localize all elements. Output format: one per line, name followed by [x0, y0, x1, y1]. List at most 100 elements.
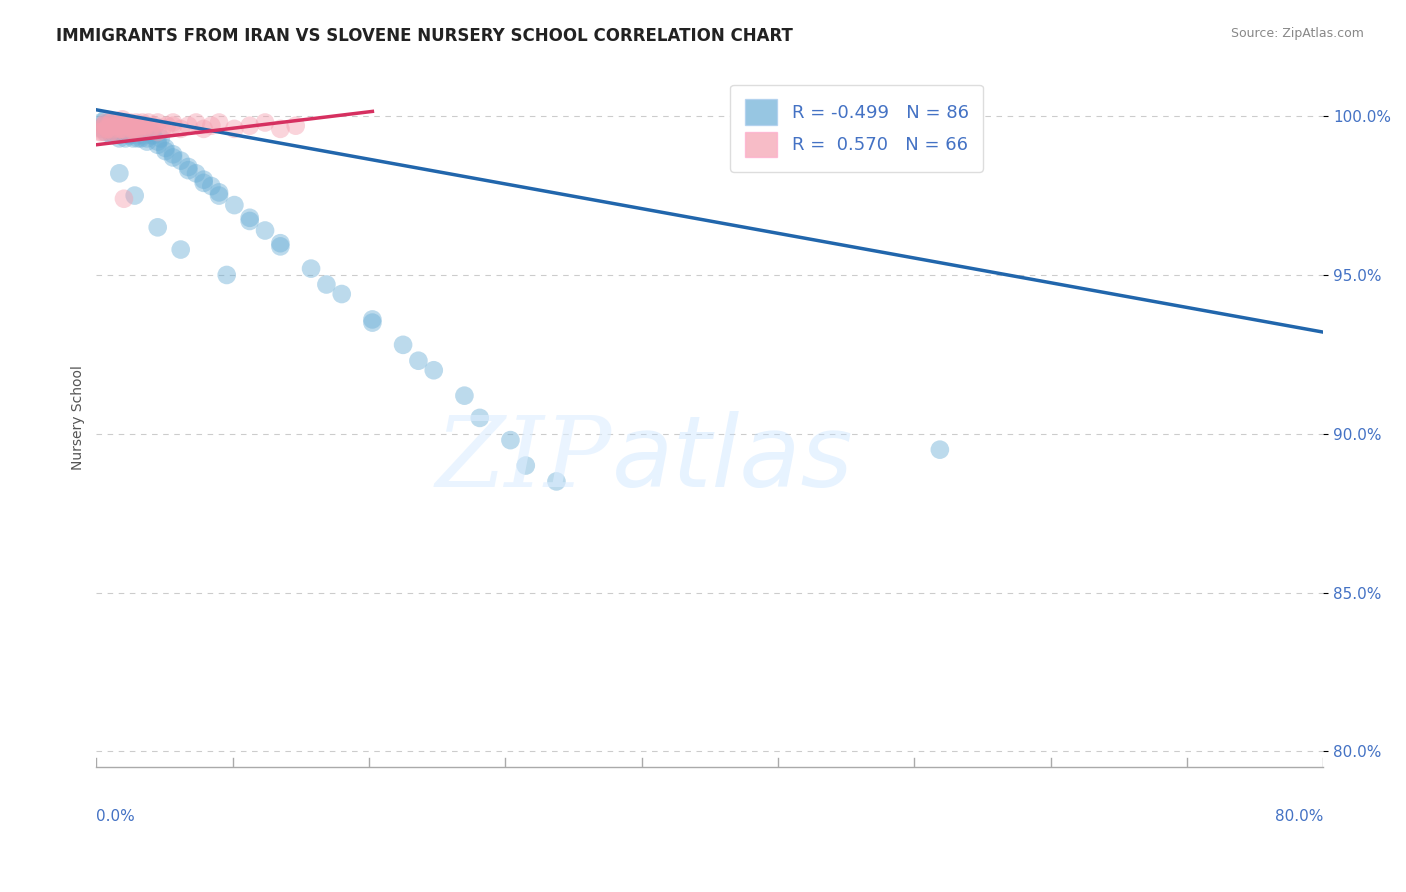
- Point: [177, 163, 200, 178]
- Point: [93, 119, 115, 133]
- Point: [93, 125, 115, 139]
- Text: atlas: atlas: [612, 411, 853, 508]
- Point: [110, 119, 132, 133]
- Point: [224, 198, 246, 212]
- Point: [104, 121, 127, 136]
- Point: [110, 121, 132, 136]
- Point: [149, 131, 172, 145]
- Legend: R = -0.499   N = 86, R =  0.570   N = 66: R = -0.499 N = 86, R = 0.570 N = 66: [730, 85, 983, 172]
- Point: [114, 115, 136, 129]
- Point: [100, 115, 122, 129]
- Point: [121, 121, 143, 136]
- Text: Source: ZipAtlas.com: Source: ZipAtlas.com: [1230, 27, 1364, 40]
- Point: [112, 121, 135, 136]
- Point: [127, 121, 149, 136]
- Point: [131, 125, 153, 139]
- Point: [239, 214, 262, 228]
- Point: [139, 121, 162, 136]
- Point: [515, 458, 537, 473]
- Point: [200, 179, 222, 194]
- Point: [156, 119, 179, 133]
- Point: [177, 160, 200, 174]
- Point: [108, 166, 131, 180]
- Point: [100, 128, 122, 143]
- Point: [146, 125, 169, 139]
- Point: [90, 125, 112, 139]
- Point: [193, 172, 215, 186]
- Point: [112, 192, 135, 206]
- Point: [215, 268, 238, 282]
- Point: [98, 125, 121, 139]
- Point: [122, 121, 145, 136]
- Point: [193, 121, 215, 136]
- Point: [117, 125, 139, 139]
- Point: [115, 119, 138, 133]
- Point: [127, 128, 149, 143]
- Point: [111, 115, 134, 129]
- Point: [91, 119, 114, 133]
- Point: [103, 125, 125, 139]
- Point: [97, 121, 120, 136]
- Point: [141, 128, 163, 143]
- Point: [254, 223, 277, 237]
- Point: [94, 119, 117, 133]
- Point: [120, 128, 142, 143]
- Point: [96, 121, 118, 136]
- Point: [107, 119, 129, 133]
- Point: [131, 125, 153, 139]
- Point: [124, 188, 146, 202]
- Point: [111, 121, 134, 136]
- Point: [361, 316, 384, 330]
- Point: [107, 119, 129, 133]
- Point: [423, 363, 446, 377]
- Point: [408, 353, 430, 368]
- Point: [90, 115, 112, 129]
- Point: [111, 112, 134, 127]
- Point: [170, 243, 193, 257]
- Point: [141, 121, 163, 136]
- Point: [96, 121, 118, 136]
- Point: [89, 125, 111, 139]
- Point: [155, 141, 177, 155]
- Point: [97, 119, 120, 133]
- Point: [208, 186, 231, 200]
- Point: [122, 121, 145, 136]
- Point: [129, 131, 152, 145]
- Text: ZIP: ZIP: [436, 412, 612, 508]
- Point: [118, 119, 141, 133]
- Point: [94, 115, 117, 129]
- Point: [97, 119, 120, 133]
- Point: [184, 115, 207, 129]
- Point: [155, 144, 177, 158]
- Point: [284, 119, 307, 133]
- Point: [184, 166, 207, 180]
- Text: IMMIGRANTS FROM IRAN VS SLOVENE NURSERY SCHOOL CORRELATION CHART: IMMIGRANTS FROM IRAN VS SLOVENE NURSERY …: [56, 27, 793, 45]
- Point: [103, 121, 125, 136]
- Point: [108, 131, 131, 145]
- Point: [94, 112, 117, 127]
- Point: [105, 125, 128, 139]
- Point: [98, 125, 121, 139]
- Point: [170, 153, 193, 168]
- Point: [143, 119, 166, 133]
- Point: [124, 125, 146, 139]
- Point: [138, 115, 160, 129]
- Point: [146, 137, 169, 152]
- Point: [150, 121, 173, 136]
- Point: [103, 121, 125, 136]
- Point: [200, 119, 222, 133]
- Point: [112, 125, 135, 139]
- Point: [125, 115, 148, 129]
- Point: [117, 128, 139, 143]
- Point: [193, 176, 215, 190]
- Point: [122, 131, 145, 145]
- Point: [146, 220, 169, 235]
- Point: [108, 121, 131, 136]
- Y-axis label: Nursery School: Nursery School: [72, 366, 86, 470]
- Point: [139, 125, 162, 139]
- Point: [269, 236, 291, 251]
- Point: [132, 121, 155, 136]
- Point: [122, 119, 145, 133]
- Point: [208, 115, 231, 129]
- Point: [499, 433, 522, 447]
